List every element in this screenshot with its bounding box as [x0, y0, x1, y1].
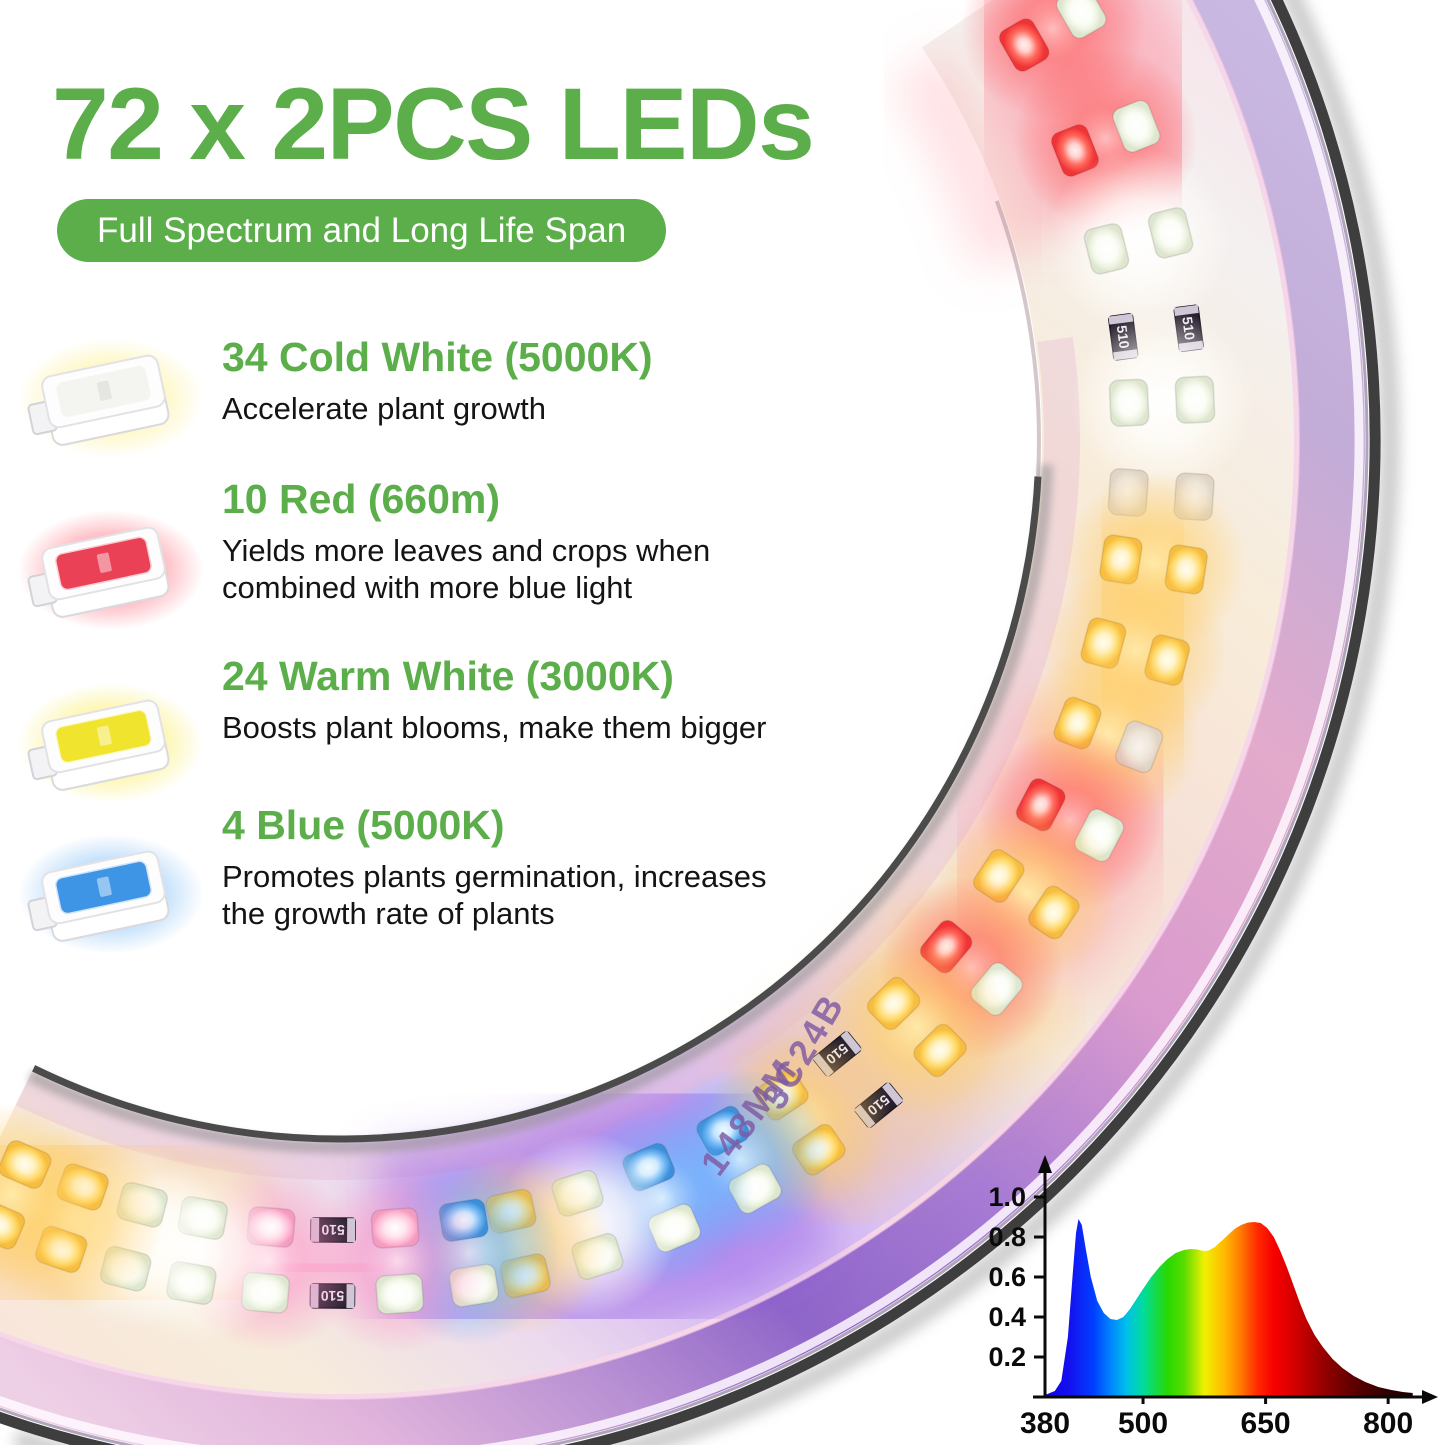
- x-tick-label: 800: [1363, 1407, 1413, 1440]
- led-chip-white: [1083, 223, 1130, 275]
- led-chip-white: [1055, 0, 1107, 39]
- led-glow: [1070, 309, 1255, 494]
- feature-heading: 34 Cold White (5000K): [222, 334, 653, 380]
- led-chip-pink: [370, 1207, 420, 1249]
- feature-item-blue: 4 Blue (5000K) Promotes plants germinati…: [0, 802, 860, 954]
- warm-white-led-icon: [18, 683, 204, 803]
- led-chip-white: [1108, 378, 1150, 428]
- led-chip-warm: [866, 976, 921, 1031]
- ring-diffuser-edge-tint: [15, 337, 1080, 1180]
- x-axis-arrow: [1422, 1390, 1438, 1404]
- ring-outer-band: [0, 0, 1365, 1445]
- feature-description: Accelerate plant growth: [222, 391, 546, 426]
- feature-heading: 10 Red (660m): [222, 476, 501, 522]
- glow-spill-inner: [889, 45, 1041, 271]
- feature-item-red: 10 Red (660m) Yields more leaves and cro…: [0, 476, 860, 630]
- y-tick-label: 0.4: [988, 1302, 1026, 1332]
- led-chip-warm: [0, 1139, 52, 1190]
- feature-description: Boosts plant blooms, make them bigger: [222, 710, 767, 745]
- ring-inner-outline: [32, 476, 1042, 1143]
- y-tick-label: 0.8: [988, 1222, 1026, 1252]
- ring-outer-shadow: [13, 0, 1400, 1445]
- led-chip-warm: [913, 1023, 967, 1078]
- feature-item-warm-white: 24 Warm White (3000K) Boosts plant bloom…: [0, 653, 860, 803]
- ring-inner-shadow: [27, 464, 1054, 1154]
- y-tick-label: 0.2: [988, 1342, 1026, 1372]
- feature-description: Yields more leaves and crops when combin…: [222, 533, 711, 605]
- feature-heading: 24 Warm White (3000K): [222, 653, 674, 699]
- ring-specular-rim: [0, 0, 1359, 1445]
- ring-outer-outline: [0, 0, 1381, 1445]
- feature-description: Promotes plants germination, increases t…: [222, 859, 767, 931]
- x-tick-label: 500: [1118, 1407, 1168, 1440]
- y-tick-label: 1.0: [988, 1182, 1026, 1212]
- led-chip-warm: [0, 1200, 26, 1250]
- y-tick-label: 0.6: [988, 1262, 1026, 1292]
- led-glow: [1046, 148, 1231, 333]
- blue-led-icon: [18, 834, 204, 954]
- led-chip-red: [998, 18, 1050, 72]
- led-chip-white: [1174, 375, 1216, 424]
- y-axis-arrow: [1038, 1155, 1052, 1173]
- led-chip-white: [1112, 99, 1161, 153]
- feature-item-cold-white: 34 Cold White (5000K) Accelerate plant g…: [0, 334, 860, 458]
- ring-band-inner-ridge: [0, 0, 1301, 1401]
- cold-white-led-icon: [18, 338, 204, 458]
- x-tick-label: 650: [1241, 1407, 1291, 1440]
- ring-band-dark-line: [0, 0, 1369, 1445]
- spectrum-curve: [1045, 1219, 1413, 1397]
- led-chip-white: [375, 1273, 425, 1315]
- led-chip-white: [1147, 207, 1194, 259]
- x-tick-label: 380: [1020, 1407, 1070, 1440]
- page-title: 72 x 2PCS LEDs: [52, 67, 815, 181]
- subtitle-badge: Full Spectrum and Long Life Span: [57, 199, 667, 262]
- ring-inner-outline-faint: [994, 200, 1041, 477]
- red-led-icon: [18, 510, 204, 630]
- feature-heading: 4 Blue (5000K): [222, 802, 505, 848]
